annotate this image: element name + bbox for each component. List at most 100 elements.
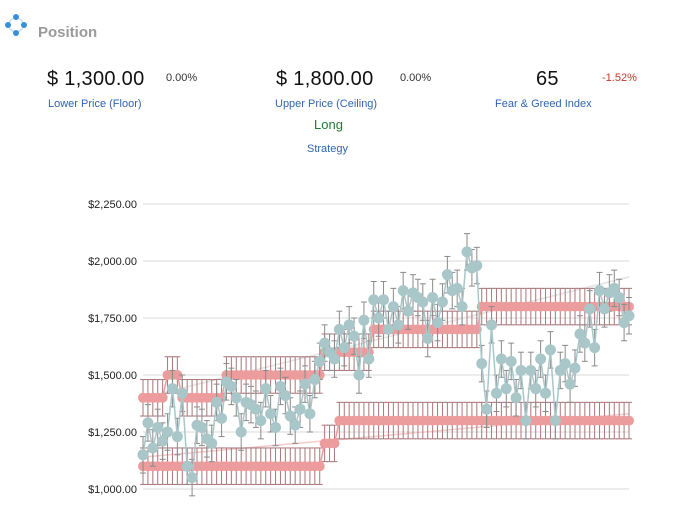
y-tick-label: $2,250.00	[88, 199, 137, 211]
price-point	[481, 403, 493, 415]
fear-greed-value: 65	[536, 68, 559, 90]
price-point	[564, 378, 576, 390]
strategy-value: Long	[314, 117, 343, 132]
upper-range-point	[157, 392, 168, 403]
price-point	[309, 374, 321, 386]
price-point	[402, 305, 414, 317]
price-point	[432, 317, 444, 329]
price-point	[176, 387, 188, 399]
y-tick-label: $1,000.00	[88, 484, 137, 496]
price-point	[579, 337, 591, 349]
floor-price-label: Lower Price (Floor)	[48, 98, 142, 110]
lower-range-point	[624, 415, 634, 426]
floor-price-value: $ 1,300.00	[47, 68, 145, 90]
price-point	[314, 355, 326, 367]
price-chart: $1,000.00 $1,250.00 $1,500.00 $1,750.00 $2,0…	[88, 199, 635, 497]
price-point	[387, 301, 399, 313]
price-point	[358, 314, 370, 326]
price-point	[166, 383, 178, 395]
price-point	[495, 353, 507, 365]
price-point	[574, 328, 586, 340]
y-tick-label: $1,750.00	[88, 313, 137, 325]
price-point	[147, 442, 159, 454]
ceiling-price-change: 0.00%	[400, 72, 432, 84]
price-point	[373, 312, 385, 324]
price-point	[279, 390, 291, 402]
ceiling-price-label: Upper Price (Ceiling)	[275, 98, 378, 110]
fear-greed-label: Fear & Greed Index	[495, 98, 592, 110]
price-point	[441, 269, 453, 281]
price-point	[196, 421, 208, 433]
floor-price-change: 0.00%	[166, 72, 198, 84]
price-point	[265, 408, 277, 420]
price-point	[392, 319, 404, 331]
price-point	[589, 342, 601, 354]
price-point	[608, 282, 620, 294]
price-point	[515, 364, 527, 376]
price-point	[476, 358, 488, 370]
chart-grid	[143, 203, 629, 490]
price-point	[422, 333, 434, 345]
price-point	[171, 431, 183, 443]
position-header: Position	[0, 0, 673, 50]
price-point	[363, 353, 375, 365]
price-point	[500, 383, 512, 395]
chart-series	[137, 233, 635, 497]
price-point	[294, 403, 306, 415]
price-point	[525, 364, 537, 376]
price-point	[378, 294, 390, 306]
price-point	[353, 369, 365, 381]
price-point	[569, 362, 581, 374]
ceiling-price-value: $ 1,800.00	[276, 68, 374, 90]
price-point	[274, 380, 286, 392]
price-point	[382, 323, 394, 335]
fear-greed-change: -1.52%	[602, 72, 637, 84]
price-point	[137, 449, 149, 461]
price-point	[328, 353, 340, 365]
price-point	[368, 294, 380, 306]
price-point	[186, 472, 198, 484]
price-point	[255, 415, 267, 427]
y-tick-label: $1,250.00	[88, 427, 137, 439]
price-point	[623, 310, 635, 322]
price-point	[142, 417, 154, 429]
price-point	[235, 426, 247, 438]
price-point	[584, 303, 596, 315]
lower-range-point	[329, 438, 340, 449]
price-point	[559, 358, 571, 370]
price-point	[348, 330, 360, 342]
price-point	[181, 460, 193, 472]
position-icon	[5, 14, 27, 36]
price-point	[544, 344, 556, 356]
price-point	[230, 392, 242, 404]
price-point	[225, 380, 237, 392]
price-point	[338, 342, 350, 354]
price-point	[299, 378, 311, 390]
price-point	[250, 403, 262, 415]
price-point	[436, 296, 448, 308]
price-point	[613, 291, 625, 303]
price-point	[598, 303, 610, 315]
price-point	[456, 301, 468, 313]
price-point	[343, 319, 355, 331]
price-line	[142, 251, 630, 478]
price-point	[304, 408, 316, 420]
y-tick-label: $1,500.00	[88, 370, 137, 382]
price-point	[594, 285, 606, 297]
price-point	[260, 383, 272, 395]
price-point	[289, 419, 301, 431]
price-point	[510, 392, 522, 404]
price-point	[206, 437, 218, 449]
lower-range-point	[314, 461, 325, 472]
price-point	[486, 319, 498, 331]
price-point	[520, 415, 532, 427]
price-point	[270, 421, 282, 433]
price-point	[157, 435, 169, 447]
price-point	[284, 410, 296, 422]
y-tick-label: $2,000.00	[88, 256, 137, 268]
price-point	[505, 355, 517, 367]
price-point	[461, 246, 473, 258]
price-point	[490, 387, 502, 399]
price-point	[162, 426, 174, 438]
price-point	[397, 285, 409, 297]
